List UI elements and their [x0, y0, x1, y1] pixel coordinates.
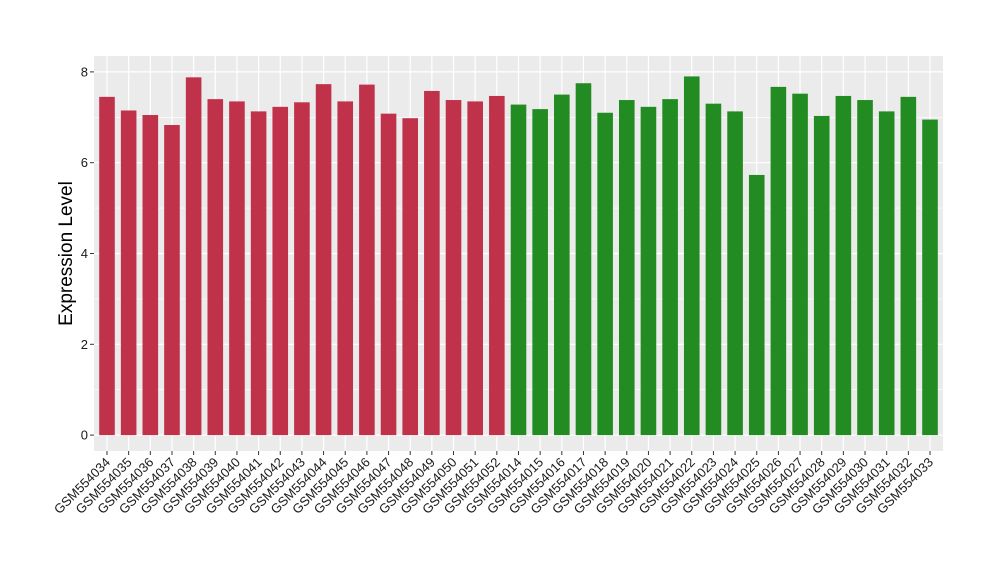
bar-gsm554049: [424, 90, 440, 436]
bar-gsm554048: [402, 118, 419, 436]
bar-gsm554031: [878, 111, 895, 436]
bar-gsm554037: [164, 125, 180, 436]
bar-gsm554028: [813, 115, 830, 436]
y-tick-label: 6: [81, 155, 88, 170]
bar-gsm554051: [467, 101, 483, 436]
bar-gsm554041: [250, 111, 267, 436]
bar-gsm554039: [207, 99, 224, 436]
bar-gsm554047: [380, 113, 397, 436]
bar-gsm554029: [835, 95, 852, 436]
bar-gsm554038: [185, 77, 202, 436]
bar-gsm554046: [359, 84, 375, 436]
bar-gsm554045: [337, 101, 354, 436]
bar-gsm554025: [748, 174, 765, 436]
bar-gsm554018: [597, 112, 613, 436]
bar-gsm554026: [770, 86, 787, 436]
bar-gsm554027: [792, 93, 808, 436]
bar-gsm554023: [705, 103, 722, 436]
x-axis-ticks: GSM554034GSM554035GSM554036GSM554037GSM5…: [51, 451, 936, 517]
y-tick-label: 0: [81, 428, 88, 443]
bar-gsm554043: [294, 102, 310, 436]
bar-gsm554042: [272, 106, 289, 436]
bar-gsm554036: [142, 115, 159, 436]
bar-gsm554034: [99, 96, 115, 436]
bar-gsm554020: [640, 106, 657, 436]
bar-gsm554033: [922, 119, 938, 436]
bar-gsm554030: [857, 100, 873, 436]
bar-gsm554050: [445, 100, 462, 436]
bar-gsm554017: [575, 83, 592, 436]
y-axis-ticks: 0 2 4 6 8: [81, 64, 94, 443]
bar-gsm554022: [683, 76, 700, 436]
bar-gsm554032: [900, 96, 917, 436]
y-tick-label: 8: [81, 64, 88, 79]
bar-gsm554016: [554, 94, 570, 436]
y-tick-label: 2: [81, 337, 88, 352]
bar-gsm554014: [510, 104, 527, 436]
bar-gsm554040: [229, 101, 245, 436]
bar-gsm554044: [315, 84, 332, 436]
bar-gsm554035: [120, 110, 137, 436]
bar-gsm554052: [489, 95, 505, 436]
y-tick-label: 4: [81, 246, 88, 261]
bars: [99, 76, 938, 436]
bar-gsm554024: [727, 111, 743, 436]
y-axis-title: Expression Level: [56, 181, 77, 326]
bar-gsm554019: [618, 100, 635, 436]
bar-gsm554021: [662, 99, 678, 436]
bar-gsm554015: [532, 109, 548, 436]
